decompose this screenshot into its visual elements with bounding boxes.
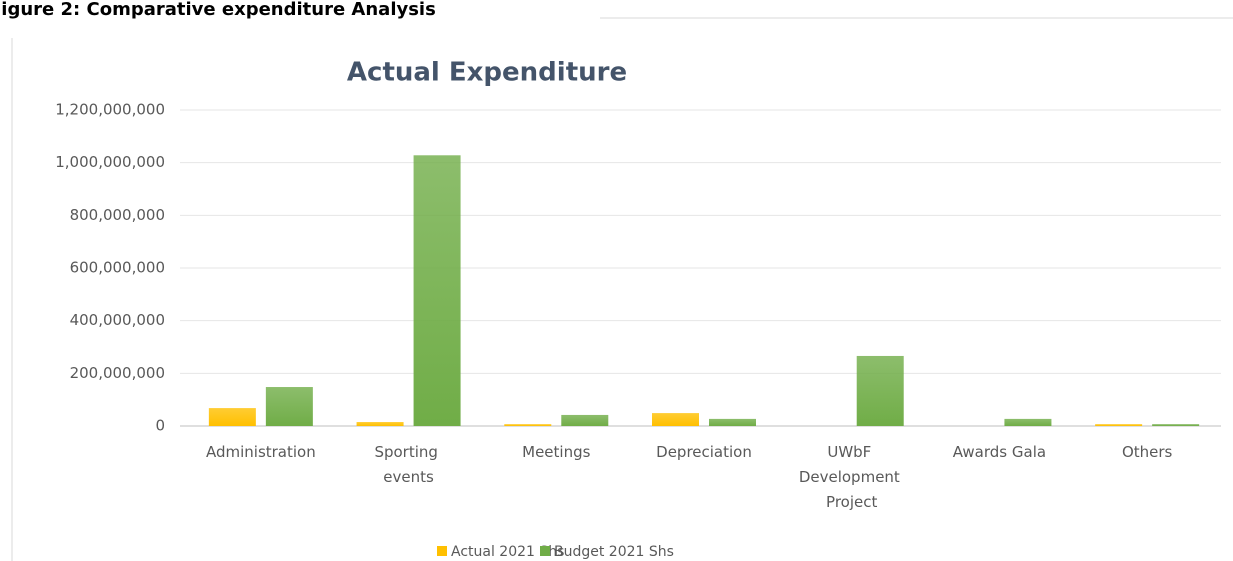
y-tick-label: 800,000,000 xyxy=(70,206,165,224)
y-tick-label: 1,200,000,000 xyxy=(55,101,165,119)
figure-caption: Figure 2: Comparative expenditure Analys… xyxy=(0,0,436,20)
legend-swatch xyxy=(540,546,550,556)
bar xyxy=(265,387,313,426)
y-tick-label: 600,000,000 xyxy=(70,259,165,277)
bar xyxy=(504,424,552,426)
bar xyxy=(208,408,256,426)
bar xyxy=(1095,424,1143,426)
x-tick-label: Meetings xyxy=(522,443,590,461)
legend-label: Actual 2021 Shs xyxy=(451,544,564,560)
x-tick-label: Depreciation xyxy=(656,443,752,461)
y-tick-label: 400,000,000 xyxy=(70,311,165,329)
y-tick-label: 0 xyxy=(155,417,165,435)
x-tick-label: Sporting events xyxy=(374,443,442,486)
x-tick-label: Administration xyxy=(206,443,316,461)
bar xyxy=(709,418,756,426)
bar xyxy=(413,155,461,426)
bar xyxy=(652,413,699,426)
bar xyxy=(1152,424,1200,426)
bar xyxy=(356,422,404,426)
legend-swatch xyxy=(437,546,447,556)
bar xyxy=(561,414,609,426)
legend-label: Budget 2021 Shs xyxy=(554,544,674,560)
bar xyxy=(856,355,904,426)
x-tick-label: UWbF Development Project xyxy=(799,443,905,511)
x-tick-label: Others xyxy=(1122,443,1173,461)
y-tick-label: 200,000,000 xyxy=(70,364,165,382)
x-tick-label: Awards Gala xyxy=(953,443,1046,461)
bar xyxy=(1004,418,1052,426)
y-tick-label: 1,000,000,000 xyxy=(55,153,165,171)
chart-title: Actual Expenditure xyxy=(347,58,627,88)
